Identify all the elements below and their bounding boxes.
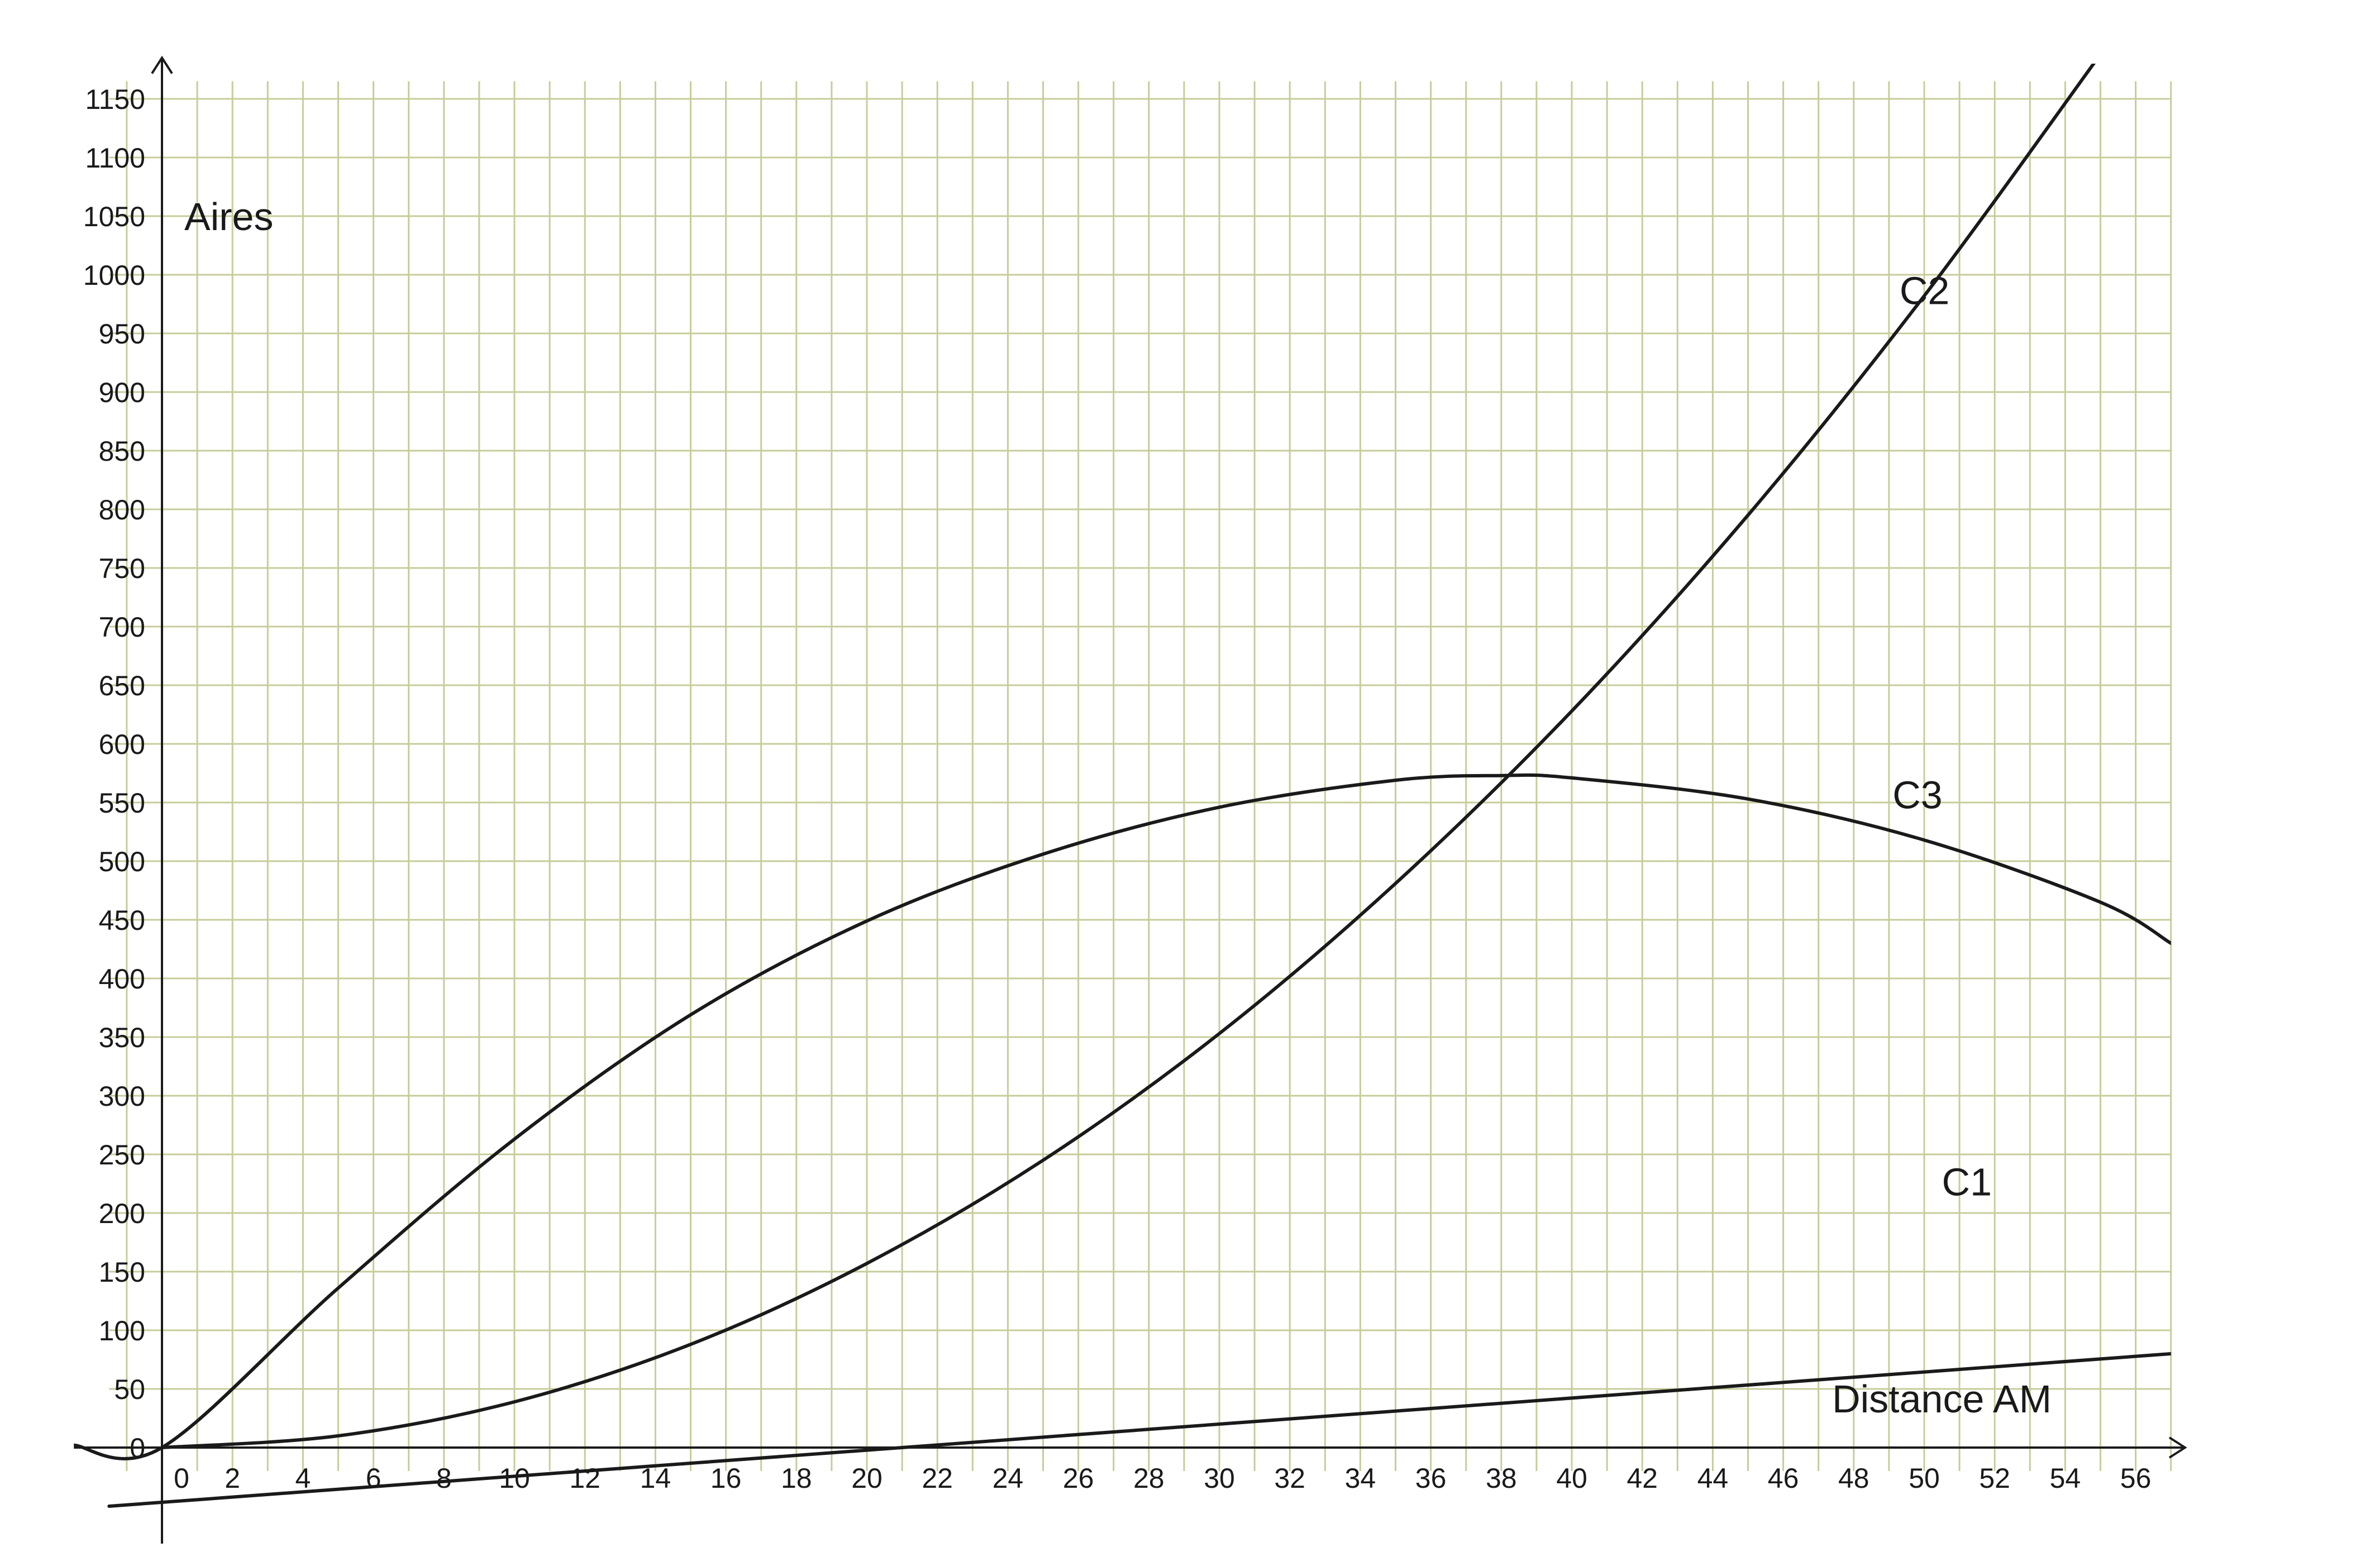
x-tick-label: 6 bbox=[366, 1463, 381, 1494]
x-tick-label: 22 bbox=[922, 1463, 953, 1494]
y-tick-label: 1000 bbox=[83, 260, 145, 291]
axes bbox=[74, 55, 2187, 1544]
y-tick-label: 400 bbox=[99, 963, 145, 995]
y-axis-arrow bbox=[151, 55, 173, 74]
y-tick-label: 100 bbox=[99, 1315, 145, 1346]
x-tick-label: 0 bbox=[174, 1463, 189, 1494]
series-label-c3: C3 bbox=[1892, 773, 1942, 817]
y-tick-label: 350 bbox=[99, 1022, 145, 1053]
x-tick-label: 40 bbox=[1556, 1463, 1587, 1494]
y-tick-label: 500 bbox=[99, 846, 145, 877]
x-tick-label: 2 bbox=[225, 1463, 240, 1494]
series-line-c3 bbox=[74, 773, 2171, 1460]
x-tick-label: 8 bbox=[436, 1463, 452, 1494]
tick-labels: 0 2 4 6 8 10 12 14 16 18 20 22 24 26 28 30 32 34 36 38 40 42 4… bbox=[83, 84, 2152, 1494]
x-tick-label: 46 bbox=[1768, 1463, 1799, 1494]
y-tick-label: 800 bbox=[99, 494, 145, 526]
y-tick-label: 1150 bbox=[85, 84, 145, 115]
x-axis-title: Distance AM bbox=[1832, 1377, 2052, 1421]
series-label-c2: C2 bbox=[1900, 269, 1949, 313]
x-tick-label: 20 bbox=[851, 1463, 883, 1494]
x-tick-label: 38 bbox=[1486, 1463, 1517, 1494]
x-tick-label: 32 bbox=[1274, 1463, 1305, 1494]
x-tick-label: 36 bbox=[1415, 1463, 1447, 1494]
y-tick-label: 1100 bbox=[85, 142, 145, 174]
x-tick-label: 52 bbox=[1979, 1463, 2010, 1494]
x-tick-label: 30 bbox=[1204, 1463, 1235, 1494]
x-tick-label: 50 bbox=[1909, 1463, 1940, 1494]
x-tick-label: 24 bbox=[993, 1463, 1024, 1494]
annotations: Aires Distance AM C1 C2 C3 bbox=[184, 195, 2052, 1421]
x-tick-label: 4 bbox=[295, 1463, 311, 1494]
y-tick-label: 250 bbox=[99, 1139, 145, 1171]
x-tick-label: 42 bbox=[1627, 1463, 1658, 1494]
series-lines bbox=[74, 64, 2171, 1508]
x-tick-label: 44 bbox=[1697, 1463, 1729, 1494]
y-tick-label: 50 bbox=[114, 1374, 145, 1405]
x-tick-label: 28 bbox=[1133, 1463, 1165, 1494]
x-tick-label: 26 bbox=[1063, 1463, 1094, 1494]
y-tick-label: 450 bbox=[99, 905, 145, 936]
series-line-c2 bbox=[160, 64, 2096, 1449]
x-tick-label: 34 bbox=[1345, 1463, 1376, 1494]
y-tick-label: 650 bbox=[99, 670, 145, 701]
x-tick-label: 16 bbox=[710, 1463, 742, 1494]
series-line-c1 bbox=[107, 1352, 2171, 1508]
grid bbox=[109, 81, 2172, 1471]
y-axis-title: Aires bbox=[184, 195, 273, 238]
x-axis-arrow bbox=[2168, 1436, 2187, 1459]
x-tick-label: 18 bbox=[781, 1463, 812, 1494]
y-tick-label: 300 bbox=[99, 1081, 145, 1112]
y-tick-label: 700 bbox=[99, 612, 145, 643]
series-label-c1: C1 bbox=[1942, 1161, 1992, 1204]
y-tick-label: 150 bbox=[99, 1257, 145, 1288]
y-tick-label: 550 bbox=[99, 787, 145, 819]
x-tick-label: 12 bbox=[569, 1463, 600, 1494]
y-tick-label: 950 bbox=[99, 318, 145, 350]
x-tick-label: 56 bbox=[2120, 1463, 2152, 1494]
x-tick-label: 48 bbox=[1838, 1463, 1869, 1494]
y-tick-label: 900 bbox=[99, 377, 145, 408]
y-tick-label: 600 bbox=[99, 729, 145, 760]
y-tick-label: 1050 bbox=[83, 201, 145, 232]
x-tick-label: 54 bbox=[2050, 1463, 2081, 1494]
y-tick-label: 850 bbox=[99, 436, 145, 467]
y-tick-label: 200 bbox=[99, 1198, 145, 1229]
y-tick-label: 750 bbox=[99, 553, 145, 584]
